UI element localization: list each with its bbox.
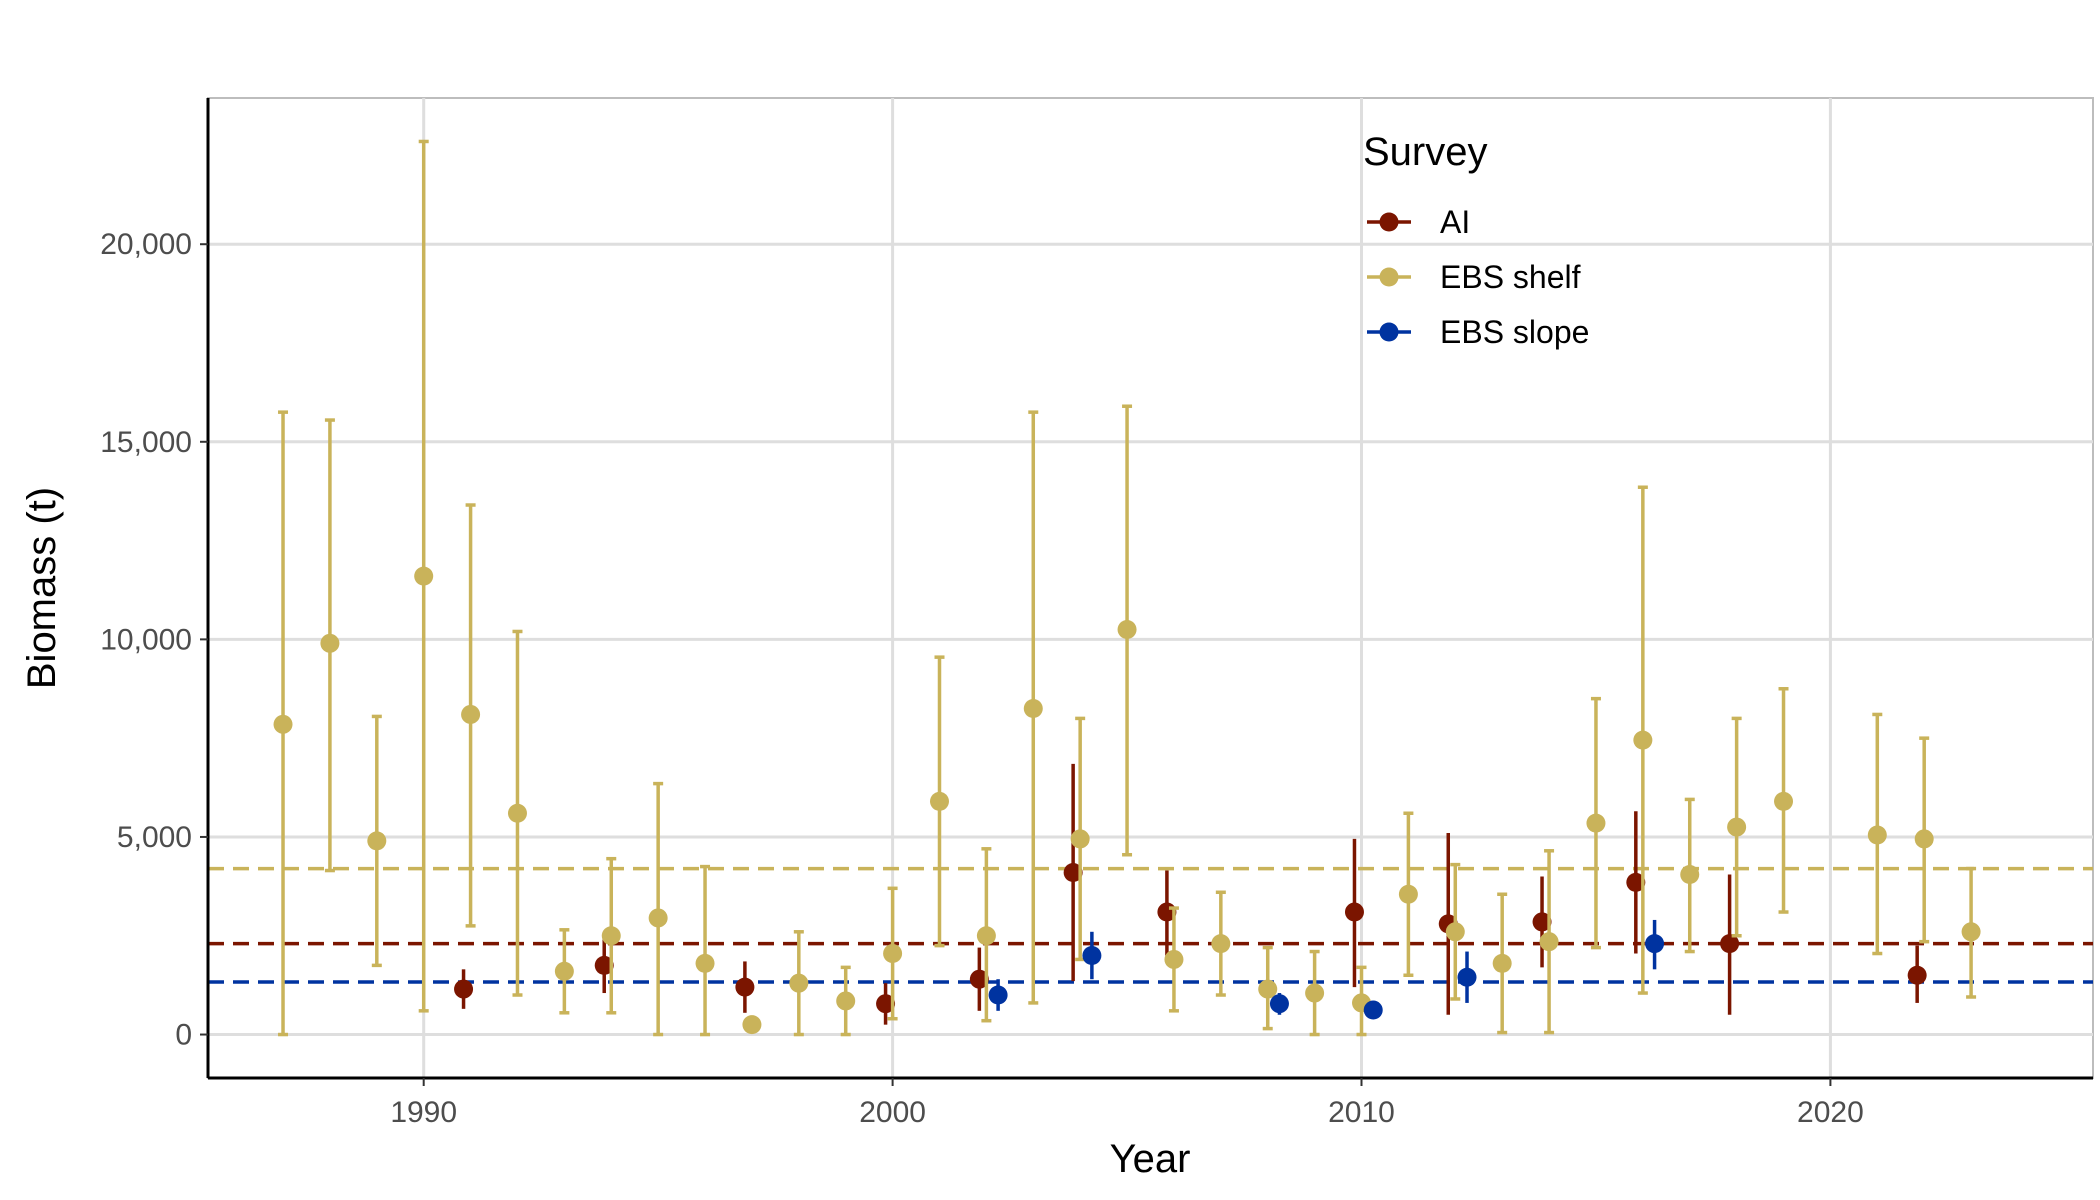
data-point bbox=[273, 714, 293, 734]
data-point bbox=[320, 633, 340, 653]
data-point bbox=[1211, 934, 1231, 954]
axes bbox=[206, 98, 2093, 1080]
data-point bbox=[1532, 912, 1552, 932]
data-point bbox=[1626, 872, 1646, 892]
series-ebs-shelf bbox=[273, 139, 1981, 1037]
data-point bbox=[414, 566, 434, 586]
data-point bbox=[1457, 967, 1477, 987]
tick-labels: 0 5,000 10,000 15,000 20,000 1990 2000 2010 2020 bbox=[100, 228, 1864, 1129]
x-tick-label: 2000 bbox=[859, 1096, 926, 1129]
y-tick-label: 10,000 bbox=[100, 623, 192, 656]
data-point bbox=[1645, 934, 1665, 954]
legend-item: EBS slope bbox=[1367, 314, 1589, 350]
data-point bbox=[735, 977, 755, 997]
data-point bbox=[1305, 983, 1325, 1003]
data-points bbox=[273, 139, 1981, 1037]
data-point bbox=[1586, 813, 1606, 833]
data-point bbox=[1023, 699, 1043, 719]
data-point bbox=[1445, 922, 1465, 942]
data-point bbox=[1961, 922, 1981, 942]
data-point bbox=[454, 979, 474, 999]
legend-item: AI bbox=[1367, 204, 1470, 240]
legend-swatch-point bbox=[1379, 322, 1399, 342]
data-point bbox=[1082, 946, 1102, 965]
y-tick-label: 20,000 bbox=[100, 228, 192, 261]
data-point bbox=[695, 953, 715, 973]
data-point bbox=[1269, 994, 1289, 1014]
series-ai bbox=[454, 763, 1927, 1025]
y-axis-label: Biomass (t) bbox=[20, 487, 64, 689]
data-point bbox=[1774, 791, 1794, 811]
data-point bbox=[1867, 825, 1887, 845]
data-point bbox=[1492, 953, 1512, 973]
legend-swatch-point bbox=[1379, 267, 1399, 287]
data-point bbox=[1117, 619, 1137, 639]
legend: Survey AI EBS shelf EBS slope bbox=[1363, 130, 1589, 350]
y-tick-label: 5,000 bbox=[117, 821, 192, 854]
data-point bbox=[988, 985, 1008, 1005]
data-point bbox=[1727, 817, 1747, 837]
legend-swatch-point bbox=[1379, 212, 1399, 232]
data-point bbox=[1258, 979, 1278, 999]
data-point bbox=[594, 955, 614, 975]
y-tick-label: 0 bbox=[175, 1019, 192, 1052]
data-point bbox=[367, 831, 387, 851]
data-point bbox=[789, 973, 809, 993]
data-point bbox=[876, 994, 896, 1014]
data-point bbox=[836, 991, 856, 1011]
data-point bbox=[969, 969, 989, 989]
data-point bbox=[1063, 863, 1083, 883]
data-point bbox=[976, 926, 996, 946]
x-tick-label: 2010 bbox=[1328, 1096, 1395, 1129]
data-point bbox=[648, 908, 668, 928]
data-point bbox=[461, 704, 481, 724]
x-axis-label: Year bbox=[1110, 1137, 1191, 1181]
legend-title: Survey bbox=[1363, 130, 1488, 174]
x-tick-label: 1990 bbox=[390, 1096, 457, 1129]
data-point bbox=[507, 803, 527, 823]
data-point bbox=[1720, 934, 1740, 954]
data-point bbox=[929, 791, 949, 811]
data-point bbox=[1539, 932, 1559, 952]
x-tick-label: 2020 bbox=[1797, 1096, 1864, 1129]
data-point bbox=[601, 926, 621, 946]
data-point bbox=[1914, 829, 1934, 849]
data-point bbox=[1398, 884, 1418, 904]
data-point bbox=[1680, 864, 1700, 884]
legend-item: EBS shelf bbox=[1367, 259, 1581, 295]
data-point bbox=[883, 944, 903, 964]
reference-lines bbox=[208, 866, 2093, 984]
data-point bbox=[1363, 1000, 1383, 1020]
data-point bbox=[1633, 730, 1653, 750]
legend-label: EBS slope bbox=[1440, 314, 1589, 350]
series-ebs-slope bbox=[988, 919, 1665, 1020]
data-point bbox=[742, 1015, 762, 1035]
data-point bbox=[1907, 965, 1927, 985]
legend-label: AI bbox=[1440, 204, 1470, 240]
y-tick-label: 15,000 bbox=[100, 426, 192, 459]
legend-label: EBS shelf bbox=[1440, 259, 1581, 295]
data-point bbox=[1164, 949, 1184, 969]
data-point bbox=[554, 961, 574, 981]
data-point bbox=[1344, 902, 1364, 922]
data-point bbox=[1070, 829, 1090, 849]
